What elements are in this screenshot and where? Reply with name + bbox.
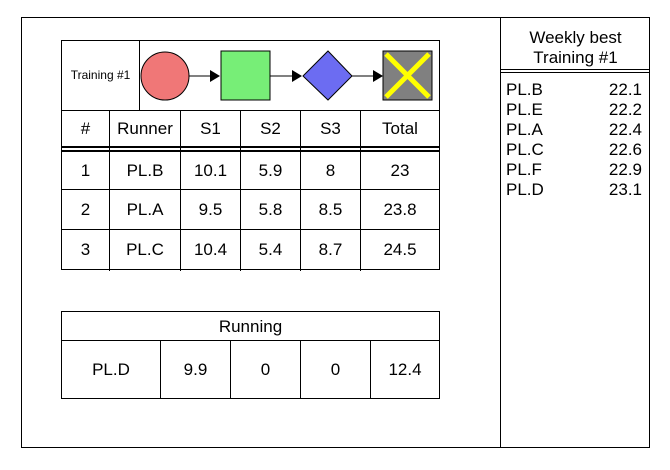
table-cell-runner: PL.A [126, 199, 164, 219]
table-cell-total: 24.5 [383, 239, 417, 259]
running-s1: 9.9 [183, 359, 208, 379]
best-row: PL.D 23.1 [506, 180, 642, 200]
table-cell-s3: 8.7 [318, 239, 343, 259]
table-cell-runner: PL.C [126, 239, 164, 259]
best-row: PL.C 22.6 [506, 140, 642, 160]
column-header: Total [382, 118, 418, 138]
column-header: Runner [117, 118, 173, 138]
table-cell-s1: 10.1 [193, 160, 228, 180]
table-cell-s3: 8 [325, 160, 336, 180]
table-rule [62, 146, 439, 148]
table-cell-s2: 5.9 [258, 160, 283, 180]
best-time: 23.1 [608, 180, 642, 199]
table-cell-s1: 10.4 [193, 239, 228, 259]
sidebar-rule [501, 69, 650, 70]
best-time: 22.2 [608, 100, 642, 119]
arrow-icon [352, 70, 383, 82]
column-divider [160, 341, 161, 398]
table-cell-rank: 2 [80, 199, 91, 219]
column-header: S3 [320, 118, 341, 138]
running-total: 12.4 [388, 359, 422, 379]
sidebar-title: Weekly best Training #1 [501, 28, 650, 68]
finish-x-icon [382, 50, 433, 101]
column-header: S1 [200, 118, 221, 138]
table-rule [62, 229, 439, 230]
column-divider [370, 341, 371, 398]
weekly-best-list: PL.B 22.1 PL.E 22.2 PL.A 22.4 PL.C 22.6 PL.F… [506, 80, 642, 200]
sidebar-rule [501, 72, 650, 73]
column-divider [180, 110, 181, 271]
flow-diagram [140, 50, 433, 101]
column-divider [240, 110, 241, 271]
table-cell-s2: 5.4 [258, 239, 283, 259]
arrow-icon [270, 70, 302, 82]
running-s2: 0 [260, 359, 271, 379]
best-runner: PL.B [506, 80, 543, 99]
table-cell-s1: 9.5 [198, 199, 223, 219]
column-divider [109, 110, 110, 271]
table-cell-runner: PL.B [126, 160, 164, 180]
column-divider [300, 341, 301, 398]
column-header: # [80, 118, 91, 138]
table-cell-total: 23 [390, 160, 410, 180]
arrow-icon [189, 70, 220, 82]
sidebar-title-line2: Training #1 [533, 48, 618, 67]
circle-icon [140, 51, 190, 101]
best-runner: PL.E [506, 100, 543, 119]
column-divider [360, 110, 361, 271]
table-cell-rank: 3 [80, 239, 91, 259]
column-divider [300, 110, 301, 271]
best-row: PL.F 22.9 [506, 160, 642, 180]
best-time: 22.1 [608, 80, 642, 99]
training-label: Training #1 [62, 41, 140, 110]
table-rule [62, 189, 439, 190]
best-runner: PL.A [506, 120, 543, 139]
square-icon [220, 50, 271, 101]
column-divider [230, 341, 231, 398]
best-runner: PL.F [506, 160, 542, 179]
sidebar-divider [500, 17, 501, 448]
running-title: Running [62, 312, 439, 341]
table-cell-s2: 5.8 [258, 199, 283, 219]
best-runner: PL.C [506, 140, 544, 159]
table-rule [62, 110, 439, 111]
best-time: 22.4 [608, 120, 642, 139]
best-row: PL.B 22.1 [506, 80, 642, 100]
best-row: PL.A 22.4 [506, 120, 642, 140]
table-cell-s3: 8.5 [318, 199, 343, 219]
table-cell-rank: 1 [80, 160, 91, 180]
running-runner: PL.D [92, 359, 130, 379]
main-frame [21, 17, 650, 448]
best-time: 22.6 [608, 140, 642, 159]
sidebar-title-line1: Weekly best [529, 28, 622, 47]
training-panel: Training #1 [61, 40, 440, 271]
best-time: 22.9 [608, 160, 642, 179]
table-rule [62, 150, 439, 152]
diamond-icon [302, 50, 353, 101]
running-s3: 0 [330, 359, 341, 379]
column-header: S2 [260, 118, 281, 138]
running-panel: Running PL.D 9.9 0 0 12.4 [61, 311, 440, 399]
best-row: PL.E 22.2 [506, 100, 642, 120]
table-cell-total: 23.8 [383, 199, 417, 219]
best-runner: PL.D [506, 180, 544, 199]
